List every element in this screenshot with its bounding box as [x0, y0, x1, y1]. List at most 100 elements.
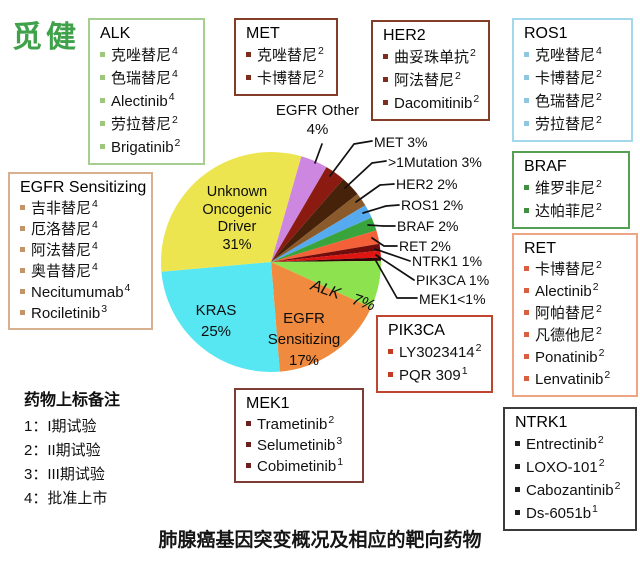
met-box-title: MET	[246, 25, 280, 42]
her2-drug-box: HER2 曲妥珠单抗2 阿法替尼2 Dacomitinib2	[371, 20, 490, 121]
kras-pie-slice	[161, 262, 280, 372]
leader-line	[375, 260, 418, 299]
ros1-pie-slice	[271, 205, 372, 262]
phase-superscript: 4	[124, 282, 131, 294]
leader-line	[375, 254, 415, 281]
phase-superscript: 3	[336, 435, 343, 447]
drug-item: 厄洛替尼4	[18, 219, 143, 240]
phase-superscript: 1	[592, 503, 598, 515]
braf-drug-box: BRAF 维罗非尼2 达帕菲尼2	[512, 151, 630, 229]
met-drug-box: MET 克唑替尼2 卡博替尼2	[234, 18, 338, 96]
pik3ca-pie-slice	[271, 250, 381, 262]
notes-title: 药物上标备注	[24, 392, 121, 409]
phase-superscript: 1	[337, 456, 344, 468]
her2-box-title: HER2	[383, 27, 426, 44]
bullet-square-icon	[246, 442, 251, 448]
bullet-square-icon	[246, 421, 251, 427]
ret-drug-box: RET 卡博替尼2 Alectinib2 阿帕替尼2 凡德他尼2 Ponatinib2 L…	[512, 233, 638, 397]
drug-name: Cabozantinib	[526, 482, 614, 499]
phase-superscript: 2	[470, 47, 476, 59]
ntrk1-drug-box: NTRK1 Entrectinib2 LOXO-1012 Cabozantinib2…	[503, 407, 637, 531]
phase-superscript: 2	[614, 480, 621, 492]
bullet-square-icon	[246, 75, 251, 81]
callout-braf: BRAF 2%	[397, 218, 459, 234]
drug-item: 维罗非尼2	[522, 177, 620, 200]
bullet-square-icon	[246, 52, 251, 58]
drug-name: 阿法替尼	[31, 242, 92, 259]
pik3ca-drug-list: LY30234142 PQR 3091	[386, 341, 483, 387]
bullet-square-icon	[100, 75, 105, 81]
braf-pie-slice	[271, 217, 377, 262]
leader-line	[367, 224, 396, 227]
ros1-box-title: ROS1	[524, 25, 568, 42]
drug-item: 克唑替尼2	[244, 44, 328, 67]
leader-line	[362, 204, 400, 214]
drug-item: 卡博替尼2	[244, 67, 328, 90]
mek1-drug-box: MEK1 Trametinib2 Selumetinib3 Cobimetinib1	[234, 388, 364, 483]
phase-superscript: 2	[604, 369, 611, 381]
leader-line	[314, 143, 323, 164]
drug-item: 奥昔替尼4	[18, 261, 143, 282]
mek1-drug-list: Trametinib2 Selumetinib3 Cobimetinib1	[244, 414, 354, 477]
phase-superscript: 2	[475, 342, 482, 354]
leader-line	[371, 237, 398, 247]
drug-name: Trametinib	[257, 416, 328, 433]
kras-slice-label: KRAS 25%	[195, 302, 237, 340]
bullet-square-icon	[515, 487, 520, 493]
drug-item: Brigatinib2	[98, 136, 195, 159]
drug-name: 阿法替尼	[394, 72, 455, 89]
drug-item: 阿法替尼2	[381, 69, 480, 92]
leader-line	[355, 183, 395, 203]
drug-name: 色瑞替尼	[535, 93, 596, 110]
drug-name: 吉非替尼	[31, 200, 92, 217]
drug-item: 阿法替尼4	[18, 240, 143, 261]
bullet-square-icon	[383, 100, 388, 106]
phase-superscript: 1	[461, 365, 468, 377]
phase-superscript: 2	[473, 93, 480, 105]
ret-box-title: RET	[524, 240, 556, 257]
phase-superscript: 2	[328, 414, 335, 426]
met-drug-list: 克唑替尼2 卡博替尼2	[244, 44, 328, 90]
drug-item: 劳拉替尼2	[98, 113, 195, 136]
bullet-square-icon	[20, 226, 25, 232]
drug-item: 色瑞替尼2	[522, 90, 623, 113]
drug-item: LOXO-1012	[513, 456, 627, 479]
drug-name: 克唑替尼	[257, 47, 318, 64]
bullet-square-icon	[100, 98, 105, 104]
bullet-square-icon	[524, 185, 529, 191]
drug-name: Necitumumab	[31, 284, 124, 301]
drug-name: 凡德他尼	[535, 327, 596, 344]
bullet-square-icon	[524, 354, 529, 360]
leader-line	[344, 160, 387, 189]
phase-superscript: 2	[596, 325, 602, 337]
bullet-square-icon	[20, 310, 25, 316]
drug-item: 达帕菲尼2	[522, 200, 620, 223]
egfr-sensitizing-box-title: EGFR Sensitizing	[20, 179, 147, 196]
drug-name: 维罗非尼	[535, 180, 596, 197]
drug-name: Alectinib	[535, 283, 592, 300]
bullet-square-icon	[20, 289, 25, 295]
phase-superscript: 4	[172, 45, 178, 57]
phase-superscript: 2	[597, 434, 604, 446]
drug-name: Rociletinib	[31, 305, 101, 322]
ntrk1-drug-list: Entrectinib2 LOXO-1012 Cabozantinib2 Ds-605…	[513, 433, 627, 525]
figure-title: 肺腺癌基因突变概况及相应的靶向药物	[158, 530, 482, 551]
unknown-driver-slice-label: Unknown Oncogenic Driver 31%	[202, 184, 272, 253]
ros1-drug-box: ROS1 克唑替尼4 卡博替尼2 色瑞替尼2 劳拉替尼2	[512, 18, 633, 142]
phase-superscript: 2	[318, 68, 324, 80]
phase-superscript: 4	[596, 45, 602, 57]
callout-her2: HER2 2%	[396, 176, 458, 192]
egfr-sensitizing-drug-box: EGFR Sensitizing 吉非替尼 4 厄洛替尼4 阿法替尼4 奥昔替尼4 Nec…	[8, 172, 153, 330]
phase-superscript: 2	[172, 114, 178, 126]
bullet-square-icon	[524, 208, 529, 214]
drug-item: 曲妥珠单抗2	[381, 46, 480, 69]
bullet-square-icon	[246, 463, 251, 469]
drug-item: 凡德他尼2	[522, 325, 628, 347]
braf-box-title: BRAF	[524, 158, 567, 175]
callout-ros1: ROS1 2%	[401, 197, 464, 213]
drug-item: 劳拉替尼2	[522, 113, 623, 136]
phase-superscript: 2	[598, 347, 605, 359]
egfr-sensitizing-pie-slice	[271, 262, 372, 372]
bullet-square-icon	[20, 268, 25, 274]
